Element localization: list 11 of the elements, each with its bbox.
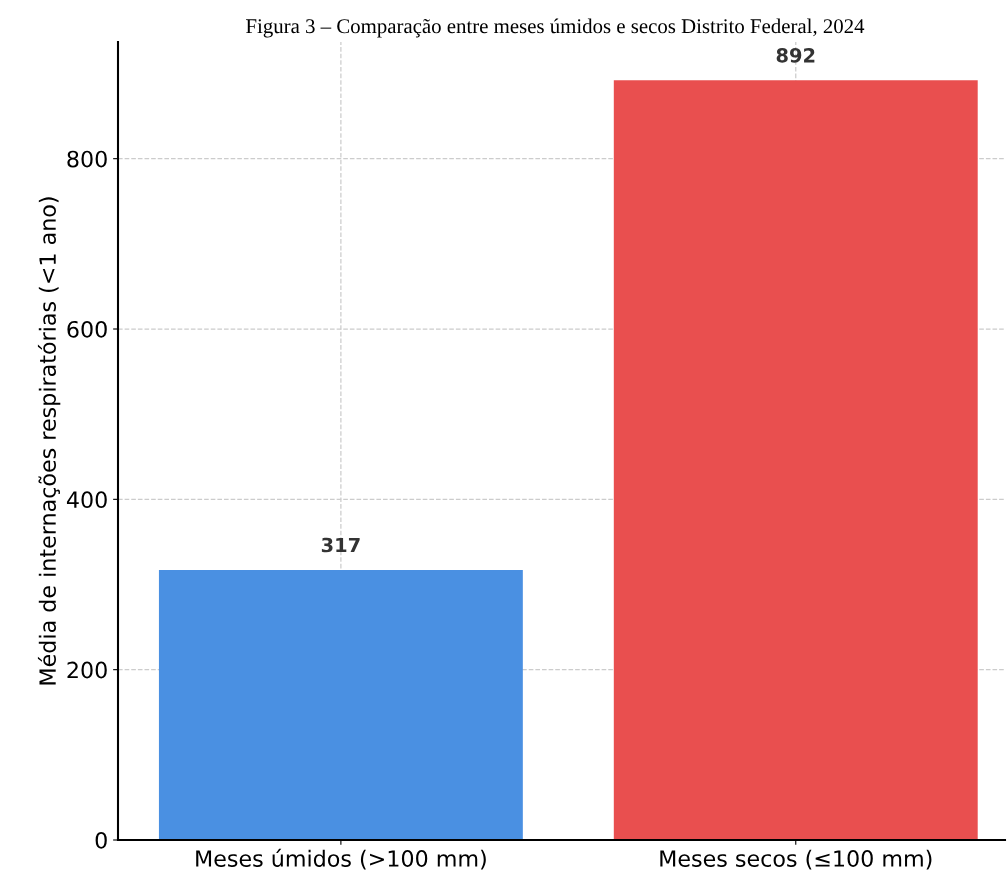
y-tick-label: 200 bbox=[67, 661, 107, 679]
y-tick-label: 0 bbox=[95, 831, 107, 849]
x-tick-label: Meses úmidos (>100 mm) bbox=[196, 848, 486, 870]
chart-title: Figura 3 – Comparação entre meses úmidos e secos Distrito Federal, 2024 bbox=[246, 18, 865, 38]
y-tick-label: 400 bbox=[66, 491, 107, 509]
x-tick-label: Meses secos (≤100 mm) bbox=[660, 849, 932, 870]
y-tick-label: 600 bbox=[67, 320, 107, 338]
y-tick-label: 800 bbox=[67, 150, 107, 168]
data-label: 317 bbox=[321, 537, 360, 553]
y-axis-title: Média de internações respiratórias (<1 ano) bbox=[37, 197, 61, 685]
data-label: 892 bbox=[776, 47, 815, 63]
